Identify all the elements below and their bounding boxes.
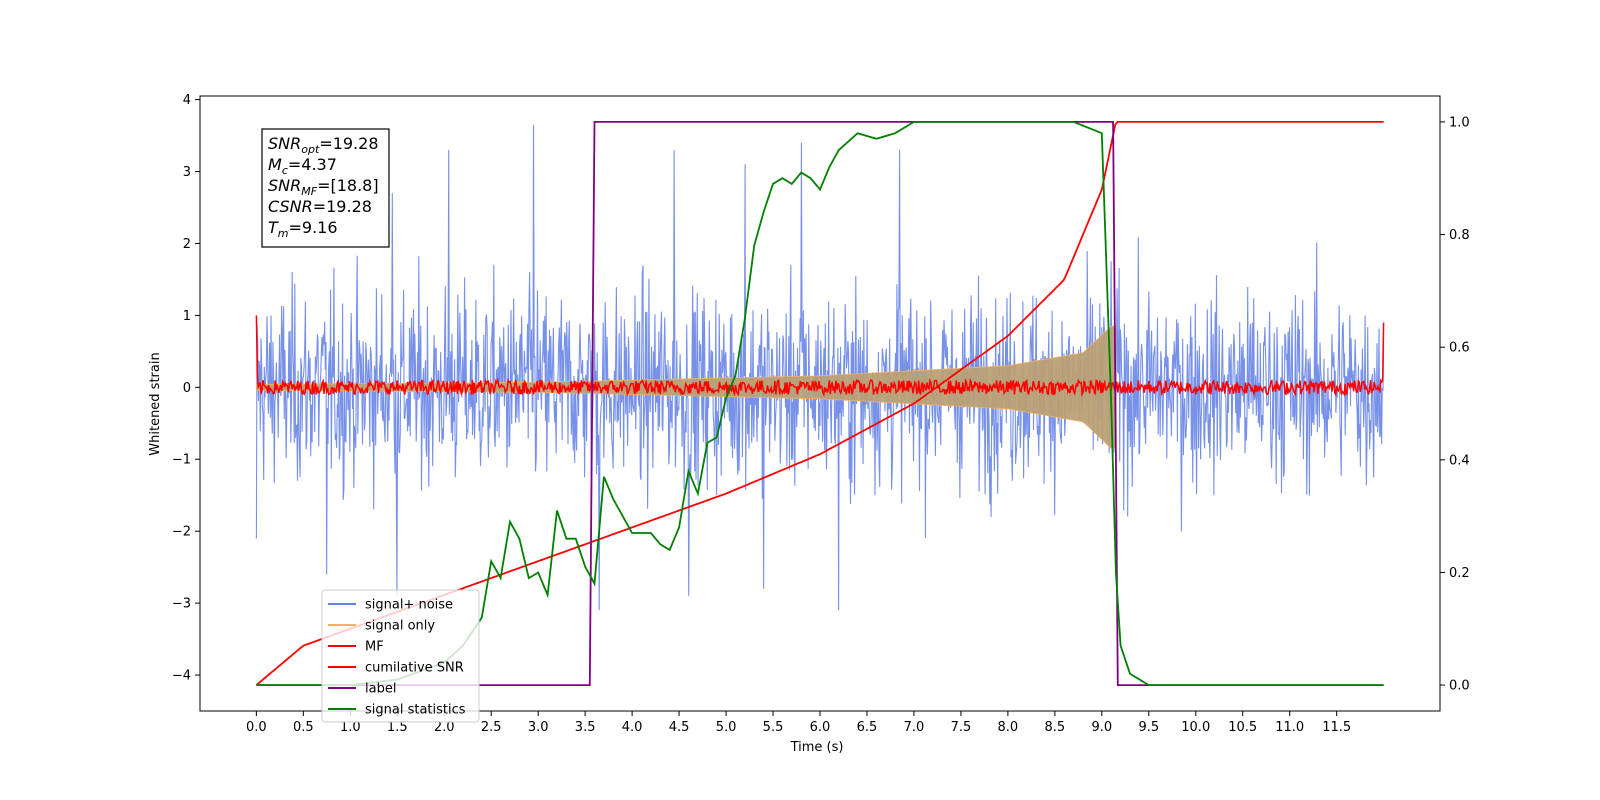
x-tick-label: 6.0 [810, 720, 831, 735]
y-right-tick-label: 0.2 [1449, 566, 1470, 581]
y-left-tick-label: −2 [172, 525, 191, 540]
x-tick-label: 5.5 [763, 720, 784, 735]
y-left-tick-label: 1 [183, 309, 191, 324]
x-tick-label: 4.5 [669, 720, 690, 735]
legend-label: signal only [365, 619, 435, 634]
legend-label: label [365, 682, 396, 697]
x-tick-label: 5.0 [716, 720, 737, 735]
y-left-tick-label: 3 [183, 165, 191, 180]
stats-annotation-box: SNRopt=19.28Mc=4.37SNRMF=[18.8]CSNR=19.2… [261, 128, 390, 248]
legend-label: MF [365, 640, 384, 655]
x-tick-label: 9.0 [1091, 720, 1112, 735]
x-tick-label: 2.0 [434, 720, 455, 735]
annotation-line: Mc=4.37 [268, 155, 337, 177]
series-signal-statistics [256, 121, 1384, 686]
legend-label: signal+ noise [365, 598, 453, 613]
x-tick-label: 10.5 [1228, 720, 1257, 735]
series-mf [255, 315, 1385, 398]
y-left-tick-label: 4 [183, 93, 191, 108]
y-axis-label: Whitened strain [148, 352, 163, 455]
x-tick-label: 0.0 [246, 720, 267, 735]
y-left-tick-label: −3 [172, 597, 191, 612]
x-tick-label: 3.5 [575, 720, 596, 735]
y-axis-right: 1.0 0.8 0.6 0.4 0.2 0.0 [1440, 115, 1470, 694]
x-axis: 0.0 0.5 1.0 1.5 2.0 2.5 3.0 3.5 4.0 4.5 5.0 5.5 6.0 6… [246, 711, 1351, 735]
annotation-line: SNRopt=19.28 [268, 134, 379, 156]
y-left-tick-label: −1 [172, 453, 191, 468]
y-right-tick-label: 0.4 [1449, 453, 1470, 468]
x-tick-label: 11.5 [1322, 720, 1351, 735]
x-tick-label: 8.5 [1045, 720, 1066, 735]
annotation-line: Tm=9.16 [268, 218, 338, 240]
series-signal-noise [255, 124, 1385, 611]
y-right-tick-label: 1.0 [1449, 115, 1470, 130]
y-axis-left: 4 3 2 1 0 −1 −2 −3 −4 [172, 93, 200, 684]
x-axis-label: Time (s) [790, 740, 844, 755]
x-tick-label: 9.5 [1138, 720, 1159, 735]
x-tick-label: 11.0 [1275, 720, 1304, 735]
legend: signal+ noise signal only MF cumilative SNR… [321, 589, 480, 723]
y-right-tick-label: 0.6 [1449, 341, 1470, 356]
y-left-tick-label: 2 [183, 237, 191, 252]
legend-label: cumilative SNR [365, 661, 464, 676]
x-tick-label: 7.5 [951, 720, 972, 735]
y-right-tick-label: 0.0 [1449, 679, 1470, 694]
x-tick-label: 10.0 [1181, 720, 1210, 735]
x-tick-label: 1.0 [340, 720, 361, 735]
x-tick-label: 7.0 [904, 720, 925, 735]
x-tick-label: 2.5 [481, 720, 502, 735]
y-left-tick-label: 0 [183, 381, 191, 396]
x-tick-label: 0.5 [293, 720, 314, 735]
x-tick-label: 3.0 [528, 720, 549, 735]
x-tick-label: 8.0 [998, 720, 1019, 735]
legend-label: signal statistics [365, 703, 466, 718]
annotation-line: CSNR=19.28 [268, 197, 372, 216]
annotation-line: SNRMF=[18.8] [268, 176, 379, 198]
x-tick-label: 1.5 [387, 720, 408, 735]
y-right-tick-label: 0.8 [1449, 228, 1470, 243]
plot-area [255, 121, 1385, 686]
x-tick-label: 4.0 [622, 720, 643, 735]
y-left-tick-label: −4 [172, 669, 191, 684]
x-tick-label: 6.5 [857, 720, 878, 735]
